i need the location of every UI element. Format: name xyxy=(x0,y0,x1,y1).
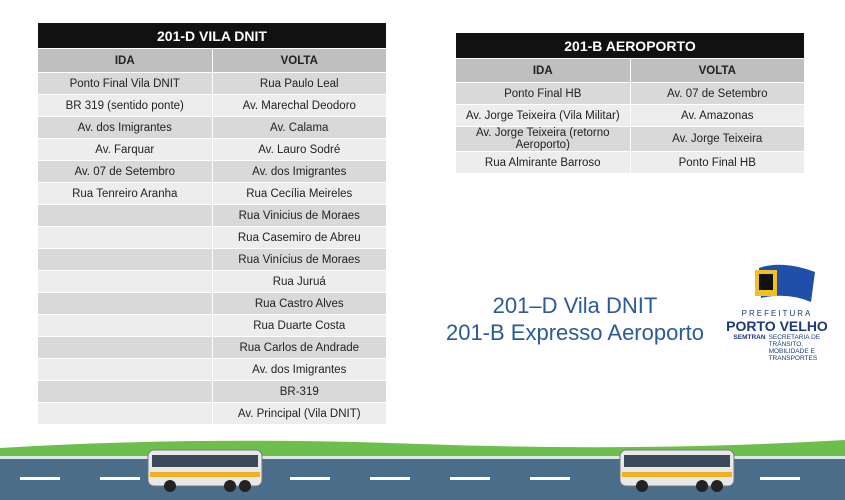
table-row: Rua Vinícius de Moraes xyxy=(37,248,387,271)
table-row: BR 319 (sentido ponte) Av. Marechal Deodo… xyxy=(37,94,387,117)
ida-cell: Ponto Final Vila DNIT xyxy=(37,72,213,95)
volta-cell: Rua Vinicius de Moraes xyxy=(211,204,387,227)
caption: 201–D Vila DNIT 201-B Expresso Aeroporto xyxy=(410,292,740,346)
caption-line: 201–D Vila DNIT xyxy=(492,293,658,318)
ida-cell xyxy=(37,402,213,425)
route-table: 201-B AEROPORTO IDA VOLTA Ponto Final HB Av.… xyxy=(455,32,805,174)
table-row: Ponto Final HB Av. 07 de Setembro xyxy=(455,82,805,105)
table-row: BR-319 xyxy=(37,380,387,403)
column-header: VOLTA xyxy=(629,58,805,83)
volta-cell: Rua Vinícius de Moraes xyxy=(211,248,387,271)
table-row: Av. dos Imigrantes Av. Calama xyxy=(37,116,387,139)
volta-cell: Ponto Final HB xyxy=(629,151,805,174)
ida-cell: Rua Almirante Barroso xyxy=(455,151,631,174)
volta-cell: Av. dos Imigrantes xyxy=(211,358,387,381)
logo: PREFEITURA PORTO VELHO SEMTRAN SECRETARI… xyxy=(722,262,832,362)
logo-dept: SEMTRAN xyxy=(733,334,766,341)
volta-cell: Rua Duarte Costa xyxy=(211,314,387,337)
ida-cell xyxy=(37,226,213,249)
title-row: 201-D VILA DNIT xyxy=(37,22,387,49)
table-row: Av. Jorge Teixeira (retorno Aeroporto) Av… xyxy=(455,126,805,152)
volta-cell: Av. 07 de Setembro xyxy=(629,82,805,105)
volta-cell: BR-319 xyxy=(211,380,387,403)
logo-subtitle: SECRETARIA DE TRÂNSITO, MOBILIDADE E TRA… xyxy=(768,334,821,362)
volta-cell: Rua Castro Alves xyxy=(211,292,387,315)
column-header: IDA xyxy=(37,48,213,73)
ida-cell xyxy=(37,314,213,337)
ida-cell: Av. Jorge Teixeira (Vila Militar) xyxy=(455,104,631,127)
table-row: Av. Jorge Teixeira (Vila Militar) Av. Ama… xyxy=(455,104,805,127)
volta-cell: Rua Cecília Meireles xyxy=(211,182,387,205)
ida-cell: Av. Jorge Teixeira (retorno Aeroporto) xyxy=(455,126,631,152)
road xyxy=(0,440,845,500)
bus xyxy=(619,449,735,492)
table-row: Rua Almirante Barroso Ponto Final HB xyxy=(455,151,805,174)
caption-line: 201-B Expresso Aeroporto xyxy=(445,320,705,345)
column-header: VOLTA xyxy=(211,48,387,73)
ida-cell xyxy=(37,292,213,315)
table-row: Rua Tenreiro Aranha Rua Cecília Meireles xyxy=(37,182,387,205)
column-header: IDA xyxy=(455,58,631,83)
table-row: Rua Castro Alves xyxy=(37,292,387,315)
ida-cell: BR 319 (sentido ponte) xyxy=(37,94,213,117)
volta-cell: Av. Lauro Sodré xyxy=(211,138,387,161)
volta-cell: Av. Calama xyxy=(211,116,387,139)
volta-cell: Av. Jorge Teixeira xyxy=(629,126,805,152)
ida-cell: Ponto Final HB xyxy=(455,82,631,105)
table-row: Rua Juruá xyxy=(37,270,387,293)
ida-cell: Av. 07 de Setembro xyxy=(37,160,213,183)
volta-cell: Av. Marechal Deodoro xyxy=(211,94,387,117)
ida-cell xyxy=(37,336,213,359)
ida-cell: Av. dos Imigrantes xyxy=(37,116,213,139)
logo-name: PORTO VELHO xyxy=(726,318,828,334)
table-title: 201-B AEROPORTO xyxy=(455,32,805,59)
table-row: Av. Farquar Av. Lauro Sodré xyxy=(37,138,387,161)
volta-cell: Rua Casemiro de Abreu xyxy=(211,226,387,249)
table-row: Rua Casemiro de Abreu xyxy=(37,226,387,249)
table-row: Av. 07 de Setembro Av. dos Imigrantes xyxy=(37,160,387,183)
header-row: IDA VOLTA xyxy=(37,48,387,73)
volta-cell: Av. Principal (Vila DNIT) xyxy=(211,402,387,425)
volta-cell: Av. dos Imigrantes xyxy=(211,160,387,183)
ida-cell: Rua Tenreiro Aranha xyxy=(37,182,213,205)
bus xyxy=(147,449,263,492)
table-row: Ponto Final Vila DNIT Rua Paulo Leal xyxy=(37,72,387,95)
header-row: IDA VOLTA xyxy=(455,58,805,83)
table-row: Av. Principal (Vila DNIT) xyxy=(37,402,387,425)
title-row: 201-B AEROPORTO xyxy=(455,32,805,59)
table-row: Rua Vinicius de Moraes xyxy=(37,204,387,227)
route-table: 201-D VILA DNIT IDA VOLTA Ponto Final Vila … xyxy=(37,22,387,425)
ida-cell xyxy=(37,380,213,403)
ida-cell xyxy=(37,204,213,227)
logo-top: PREFEITURA xyxy=(741,309,813,318)
table-row: Rua Duarte Costa xyxy=(37,314,387,337)
volta-cell: Rua Paulo Leal xyxy=(211,72,387,95)
ida-cell xyxy=(37,270,213,293)
volta-cell: Rua Juruá xyxy=(211,270,387,293)
ida-cell xyxy=(37,358,213,381)
logo-flag xyxy=(755,264,815,302)
table-row: Av. dos Imigrantes xyxy=(37,358,387,381)
table-row: Rua Carlos de Andrade xyxy=(37,336,387,359)
ida-cell: Av. Farquar xyxy=(37,138,213,161)
volta-cell: Rua Carlos de Andrade xyxy=(211,336,387,359)
ida-cell xyxy=(37,248,213,271)
table-title: 201-D VILA DNIT xyxy=(37,22,387,49)
volta-cell: Av. Amazonas xyxy=(629,104,805,127)
